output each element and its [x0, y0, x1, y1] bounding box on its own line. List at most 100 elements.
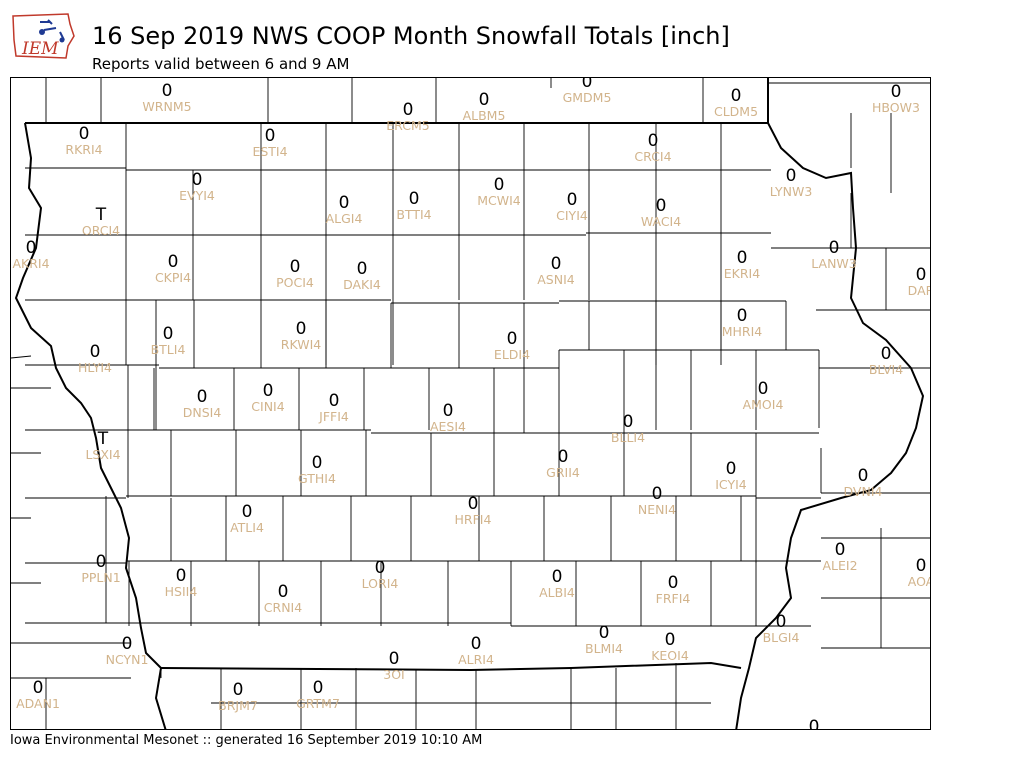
- station-marker: 0 EVYI4: [152, 172, 242, 203]
- station-marker: 0 RKWI4: [256, 321, 346, 352]
- station-value: 0: [175, 566, 187, 586]
- station-value: 0: [402, 100, 414, 120]
- station-value: 0: [598, 623, 610, 643]
- station-value: 0: [581, 77, 593, 92]
- station-id: MCWI4: [477, 193, 521, 208]
- station-marker: 0 ALEI2: [795, 542, 885, 573]
- station-value: 0: [757, 379, 769, 399]
- station-marker: 0 DAKI4: [317, 261, 407, 292]
- station-marker: 0 ALBM5: [439, 92, 529, 123]
- station-value: 0: [467, 494, 479, 514]
- station-marker: 0 HLYI4: [50, 344, 140, 375]
- station-marker: 0 GTHI4: [272, 455, 362, 486]
- station-id: ADAN1: [16, 696, 60, 711]
- station-value: 0: [880, 344, 892, 364]
- station-id: BTTI4: [396, 207, 432, 222]
- station-marker: 0 ATLI4: [202, 504, 292, 535]
- station-marker: 0 MCWI4: [454, 177, 544, 208]
- station-id: LYNW3: [769, 184, 813, 199]
- station-marker: 0 LYNW3: [746, 168, 836, 199]
- station-marker: 0 DVNI4: [818, 468, 908, 499]
- station-value: 0: [408, 189, 420, 209]
- station-marker: 0 CRCI4: [608, 133, 698, 164]
- station-marker: 0 NENI4: [612, 486, 702, 517]
- station-value: 0: [557, 447, 569, 467]
- station-value: 0: [566, 190, 578, 210]
- station-id: HBOW3: [872, 100, 920, 115]
- map-title: 16 Sep 2019 NWS COOP Month Snowfall Tota…: [92, 22, 730, 50]
- station-id: MHRI4: [721, 324, 763, 339]
- station-marker: 0 BLMI4: [559, 625, 649, 656]
- station-marker: 0 BRJM7: [193, 682, 283, 713]
- station-marker: 0 WRNM5: [122, 83, 212, 114]
- station-id: DNSI4: [182, 405, 222, 420]
- station-id: FRFI4: [655, 591, 691, 606]
- station-value: 0: [167, 252, 179, 272]
- station-marker: T LSXI4: [58, 431, 148, 462]
- station-value: 0: [162, 324, 174, 344]
- station-id: CINI4: [251, 399, 285, 414]
- station-marker: 0 CLDM5: [691, 88, 781, 119]
- station-marker: 0 CIYI4: [527, 192, 617, 223]
- station-value: 0: [915, 556, 927, 576]
- station-value: 0: [442, 401, 454, 421]
- station-value: 0: [356, 259, 368, 279]
- station-value: 0: [857, 466, 869, 486]
- station-value: 0: [667, 573, 679, 593]
- station-id: HLYI4: [78, 360, 112, 375]
- station-value: 0: [785, 166, 797, 186]
- station-value: T: [97, 429, 109, 449]
- station-value: 0: [289, 257, 301, 277]
- station-value: 0: [493, 175, 505, 195]
- station-id: ATLI4: [230, 520, 264, 535]
- station-id: BLGI4: [762, 630, 800, 645]
- station-id: ALGI4: [325, 211, 363, 226]
- station-id: GRII4: [546, 465, 580, 480]
- station-value: 0: [25, 238, 37, 258]
- station-id: ALBI4: [539, 585, 575, 600]
- station-value: 0: [915, 265, 927, 285]
- station-value: 0: [736, 306, 748, 326]
- station-value: 0: [736, 248, 748, 268]
- station-marker: 0 CINI4: [223, 383, 313, 414]
- station-id: NENI4: [637, 502, 677, 517]
- station-marker: 0 HRFI4: [428, 496, 518, 527]
- station-id: LSXI4: [85, 447, 121, 462]
- station-marker: 0 GMDM5: [542, 77, 632, 105]
- station-marker: 0 AESI4: [403, 403, 493, 434]
- station-marker: 0 KEOI4: [625, 632, 715, 663]
- station-marker: 0 ICYI4: [686, 461, 776, 492]
- station-id: CRCI4: [634, 149, 672, 164]
- station-id: AESI4: [429, 419, 467, 434]
- station-id: BLMI4: [585, 641, 623, 656]
- station-value: 0: [478, 90, 490, 110]
- station-marker: 0 ELDI4: [467, 331, 557, 362]
- station-value: 0: [338, 193, 350, 213]
- station-marker: 0 BTLI4: [123, 326, 213, 357]
- station-marker: 0 POCI4: [250, 259, 340, 290]
- station-id: ORCI4: [81, 223, 121, 238]
- station-marker: 0 ADAN1: [11, 680, 83, 711]
- station-marker: 0 HBOW3: [851, 82, 930, 115]
- station-id: HRFI4: [454, 512, 492, 527]
- station-value: 0: [890, 82, 902, 102]
- station-id: EVYI4: [179, 188, 215, 203]
- station-id: DVNI4: [843, 484, 883, 499]
- station-marker: 0 RKRI4: [39, 126, 129, 157]
- station-marker: T ORCI4: [56, 207, 146, 238]
- station-marker: 0 CKPI4: [128, 254, 218, 285]
- station-marker: 0 DNSI4: [157, 389, 247, 420]
- station-value: 0: [328, 391, 340, 411]
- county-boundaries: [11, 78, 930, 729]
- station-value: 0: [808, 717, 820, 730]
- station-value: 0: [161, 81, 173, 101]
- station-marker: 0 GRTM7: [273, 680, 363, 711]
- station-id: CIYI4: [556, 208, 588, 223]
- station-value: 0: [196, 387, 208, 407]
- station-id: CRNI4: [263, 600, 303, 615]
- station-id: WACI4: [640, 214, 682, 229]
- station-marker: 0 BLVI4: [841, 344, 930, 377]
- station-id: HSII4: [164, 584, 198, 599]
- snowfall-map: 0 WRNM5 0 ERCM5 0 ALBM5 0 GMDM5 0 CLDM5 0 HBOW3 0 RKR…: [10, 77, 931, 730]
- station-id: GTHI4: [298, 471, 336, 486]
